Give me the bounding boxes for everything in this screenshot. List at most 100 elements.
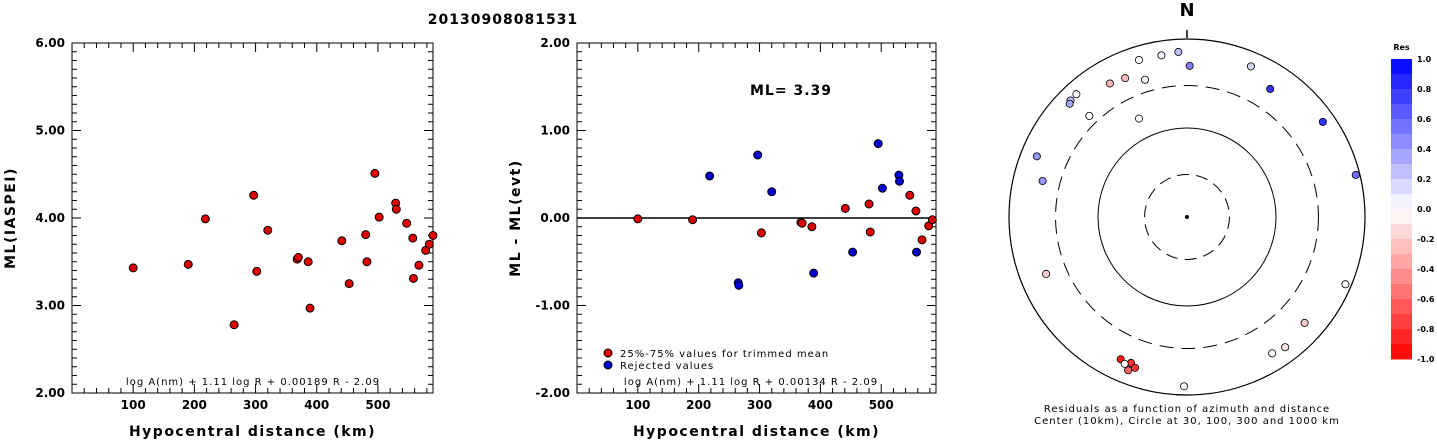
data-point bbox=[797, 218, 807, 228]
data-point bbox=[927, 215, 937, 225]
colorbar-swatch bbox=[1391, 194, 1412, 210]
y-tick-label: 2.00 bbox=[35, 386, 65, 400]
station-point bbox=[1141, 75, 1150, 84]
y-tick-label: 6.00 bbox=[35, 36, 65, 50]
station-point bbox=[1180, 382, 1189, 391]
x-tick-label: 400 bbox=[304, 398, 329, 412]
data-point bbox=[911, 206, 921, 216]
colorbar-swatch bbox=[1391, 164, 1412, 180]
x-tick-label: 500 bbox=[869, 398, 894, 412]
colorbar-swatch bbox=[1391, 284, 1412, 300]
polar-caption-1: Residuals as a function of azimuth and d… bbox=[1044, 404, 1330, 415]
data-point bbox=[249, 190, 259, 200]
data-point bbox=[370, 168, 380, 178]
y-tick-label: 0.00 bbox=[540, 211, 570, 225]
data-point bbox=[688, 215, 698, 225]
colorbar-swatch bbox=[1391, 179, 1412, 195]
colorbar-swatch bbox=[1391, 209, 1412, 225]
y-tick-label: 3.00 bbox=[35, 299, 65, 313]
data-point bbox=[424, 239, 434, 249]
y-tick-label: -1.00 bbox=[535, 299, 570, 313]
station-point bbox=[1157, 51, 1166, 60]
colorbar-tick-label: 0.6 bbox=[1417, 115, 1432, 124]
colorbar-tick-label: 0.8 bbox=[1417, 85, 1432, 94]
station-point bbox=[1341, 280, 1350, 289]
data-point bbox=[293, 252, 303, 262]
x-tick-label: 500 bbox=[365, 398, 390, 412]
data-point bbox=[374, 212, 384, 222]
colorbar-tick-label: 1.0 bbox=[1417, 55, 1432, 64]
data-point bbox=[873, 139, 883, 149]
colorbar-tick-label: 0.4 bbox=[1417, 145, 1432, 154]
station-point bbox=[1185, 61, 1194, 70]
y-axis-label: ML - ML(evt) bbox=[508, 159, 524, 276]
data-point bbox=[263, 225, 273, 235]
y-tick-label: 4.00 bbox=[35, 211, 65, 225]
data-point bbox=[391, 204, 401, 214]
colorbar-swatch bbox=[1391, 104, 1412, 120]
data-point bbox=[917, 235, 927, 245]
station-point bbox=[1038, 176, 1047, 185]
event-title: 20130908081531 bbox=[428, 12, 578, 28]
station-point bbox=[1085, 111, 1094, 120]
colorbar-title: Res bbox=[1393, 43, 1410, 52]
x-axis-label: Hypocentral distance (km) bbox=[129, 424, 376, 440]
legend-marker bbox=[603, 360, 613, 370]
ring-100km bbox=[1097, 127, 1277, 307]
station-point bbox=[1268, 349, 1277, 358]
data-point bbox=[753, 150, 763, 160]
colorbar-swatch bbox=[1391, 239, 1412, 255]
colorbar-tick-label: 0.0 bbox=[1417, 205, 1432, 214]
data-point bbox=[809, 268, 819, 278]
station-point bbox=[1266, 84, 1275, 93]
y-tick-label: 1.00 bbox=[540, 124, 570, 138]
colorbar-tick-label: -1.0 bbox=[1417, 355, 1435, 364]
station-point bbox=[1124, 366, 1133, 375]
station-point bbox=[1065, 99, 1074, 108]
data-point bbox=[848, 247, 858, 257]
data-point bbox=[305, 303, 315, 313]
y-axis-label: ML(IASPEI) bbox=[3, 167, 19, 269]
station-point bbox=[1042, 269, 1051, 278]
colorbar-tick-label: 0.2 bbox=[1417, 175, 1431, 184]
station-point bbox=[1281, 343, 1290, 352]
legend-label: 25%-75% values for trimmed mean bbox=[620, 349, 829, 360]
x-tick-label: 400 bbox=[808, 398, 833, 412]
ring-300km bbox=[1055, 85, 1319, 349]
colorbar-swatch bbox=[1391, 344, 1412, 360]
y-tick-label: -2.00 bbox=[535, 386, 570, 400]
colorbar-swatch bbox=[1391, 329, 1412, 345]
station-point bbox=[1300, 318, 1309, 327]
residual-polar-plot: N Residuals as a function of azimuth and … bbox=[1008, 0, 1366, 427]
legend-label: Rejected values bbox=[620, 361, 714, 372]
formula-label: log A(nm) + 1.11 log R + 0.00134 R - 2.0… bbox=[624, 377, 878, 388]
colorbar-tick-label: -0.6 bbox=[1417, 295, 1435, 304]
data-point bbox=[402, 218, 412, 228]
station-point bbox=[1351, 170, 1360, 179]
legend-marker bbox=[603, 348, 613, 358]
x-tick-label: 300 bbox=[747, 398, 772, 412]
station-point bbox=[1134, 114, 1143, 123]
colorbar-swatch bbox=[1391, 74, 1412, 90]
station-point bbox=[1131, 363, 1140, 372]
station-point bbox=[1318, 117, 1327, 126]
data-point bbox=[840, 203, 850, 213]
data-point bbox=[865, 227, 875, 237]
ring-1000km bbox=[1008, 38, 1366, 396]
data-point bbox=[361, 230, 371, 240]
data-point bbox=[756, 228, 766, 238]
station-point bbox=[1032, 152, 1041, 161]
data-point bbox=[344, 279, 354, 289]
data-point bbox=[912, 247, 922, 257]
data-point bbox=[200, 214, 210, 224]
polar-caption-2: Center (10km), Circle at 30, 100, 300 an… bbox=[1034, 416, 1340, 427]
colorbar-tick-label: -0.4 bbox=[1417, 265, 1435, 274]
data-point bbox=[303, 257, 313, 267]
x-axis-label: Hypocentral distance (km) bbox=[633, 424, 880, 440]
data-point bbox=[337, 236, 347, 246]
data-point bbox=[905, 190, 915, 200]
station-point bbox=[1072, 90, 1081, 99]
station-point bbox=[1121, 74, 1130, 83]
colorbar-tick-label: -0.2 bbox=[1417, 235, 1435, 244]
